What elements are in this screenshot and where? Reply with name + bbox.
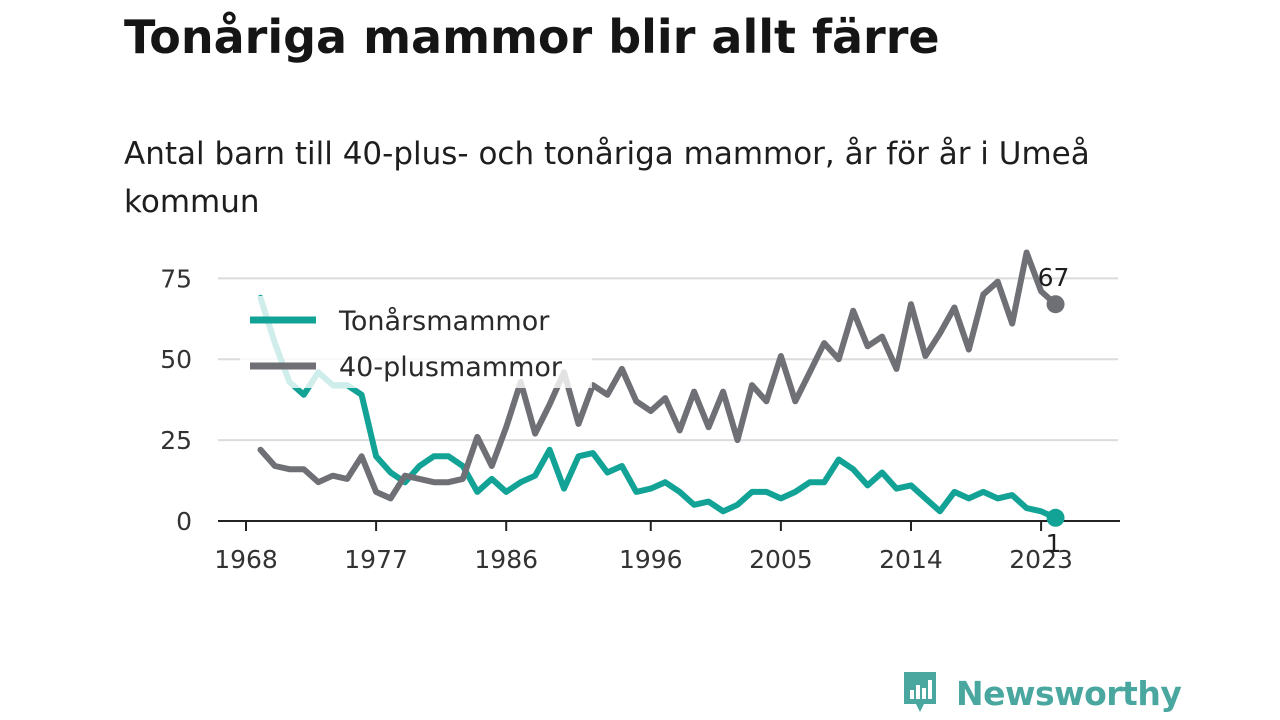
legend-background — [240, 296, 592, 388]
brand-name: Newsworthy — [956, 673, 1182, 713]
series-lines — [257, 249, 1065, 527]
series-end-point — [1046, 508, 1065, 527]
x-axis-ticks: 1968 1977 1986 1996 2005 2014 2023 — [214, 521, 1073, 574]
y-tick-label: 0 — [176, 507, 192, 536]
y-tick-label: 75 — [160, 264, 192, 293]
brand-logo: Newsworthy — [900, 668, 1182, 718]
y-tick-label: 25 — [160, 426, 192, 455]
x-tick-label: 1996 — [619, 545, 683, 574]
y-tick-label: 50 — [160, 345, 192, 374]
legend: Tonårsmammor 40-plusmammor — [240, 296, 592, 388]
x-tick-label: 1968 — [214, 545, 278, 574]
line-chart: 0 25 50 75 1968 1977 1986 1996 2005 2014 2023 Ton… — [160, 249, 1120, 574]
newsworthy-logo-icon — [904, 672, 936, 712]
series-end-point — [1046, 295, 1065, 314]
series-line-40-plusmammor — [257, 249, 1059, 502]
series-line-tonarsmammor — [257, 294, 1059, 521]
x-tick-label: 2005 — [749, 545, 813, 574]
end-value-label: 67 — [1038, 263, 1070, 292]
chart-title: Tonåriga mammor blir allt färre — [124, 10, 940, 64]
chart-subtitle: Antal barn till 40-plus- och tonåriga ma… — [124, 136, 1090, 220]
legend-label: 40-plusmammor — [339, 352, 563, 383]
x-tick-label: 2023 — [1009, 545, 1073, 574]
x-tick-label: 1986 — [474, 545, 538, 574]
legend-label: Tonårsmammor — [338, 306, 550, 337]
y-axis-ticks: 0 25 50 75 — [160, 264, 192, 536]
x-tick-label: 2014 — [879, 545, 943, 574]
end-value-label: 1 — [1046, 529, 1062, 558]
x-tick-label: 1977 — [344, 545, 408, 574]
end-labels: 1 67 — [1038, 263, 1070, 558]
